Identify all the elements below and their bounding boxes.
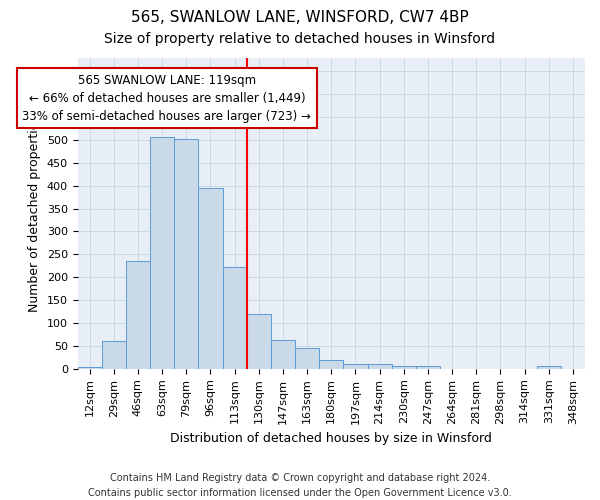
Bar [536,366,561,369]
Text: 565 SWANLOW LANE: 119sqm
← 66% of detached houses are smaller (1,449)
33% of sem: 565 SWANLOW LANE: 119sqm ← 66% of detach… [22,74,311,122]
Text: 565, SWANLOW LANE, WINSFORD, CW7 4BP: 565, SWANLOW LANE, WINSFORD, CW7 4BP [131,10,469,25]
Text: Contains HM Land Registry data © Crown copyright and database right 2024.
Contai: Contains HM Land Registry data © Crown c… [88,472,512,498]
Bar [295,348,319,369]
Bar [271,340,295,369]
Y-axis label: Number of detached properties: Number of detached properties [28,114,41,312]
Text: Size of property relative to detached houses in Winsford: Size of property relative to detached ho… [104,32,496,46]
Bar [223,267,247,369]
X-axis label: Distribution of detached houses by size in Winsford: Distribution of detached houses by size … [170,432,492,445]
Bar [150,137,174,369]
Bar [199,188,223,369]
Bar [319,360,343,369]
Bar [416,366,440,369]
Bar [392,366,416,369]
Bar [368,364,392,369]
Bar [343,364,368,369]
Bar [101,342,126,369]
Bar [247,314,271,369]
Bar [174,139,199,369]
Bar [77,367,101,369]
Bar [126,261,150,369]
